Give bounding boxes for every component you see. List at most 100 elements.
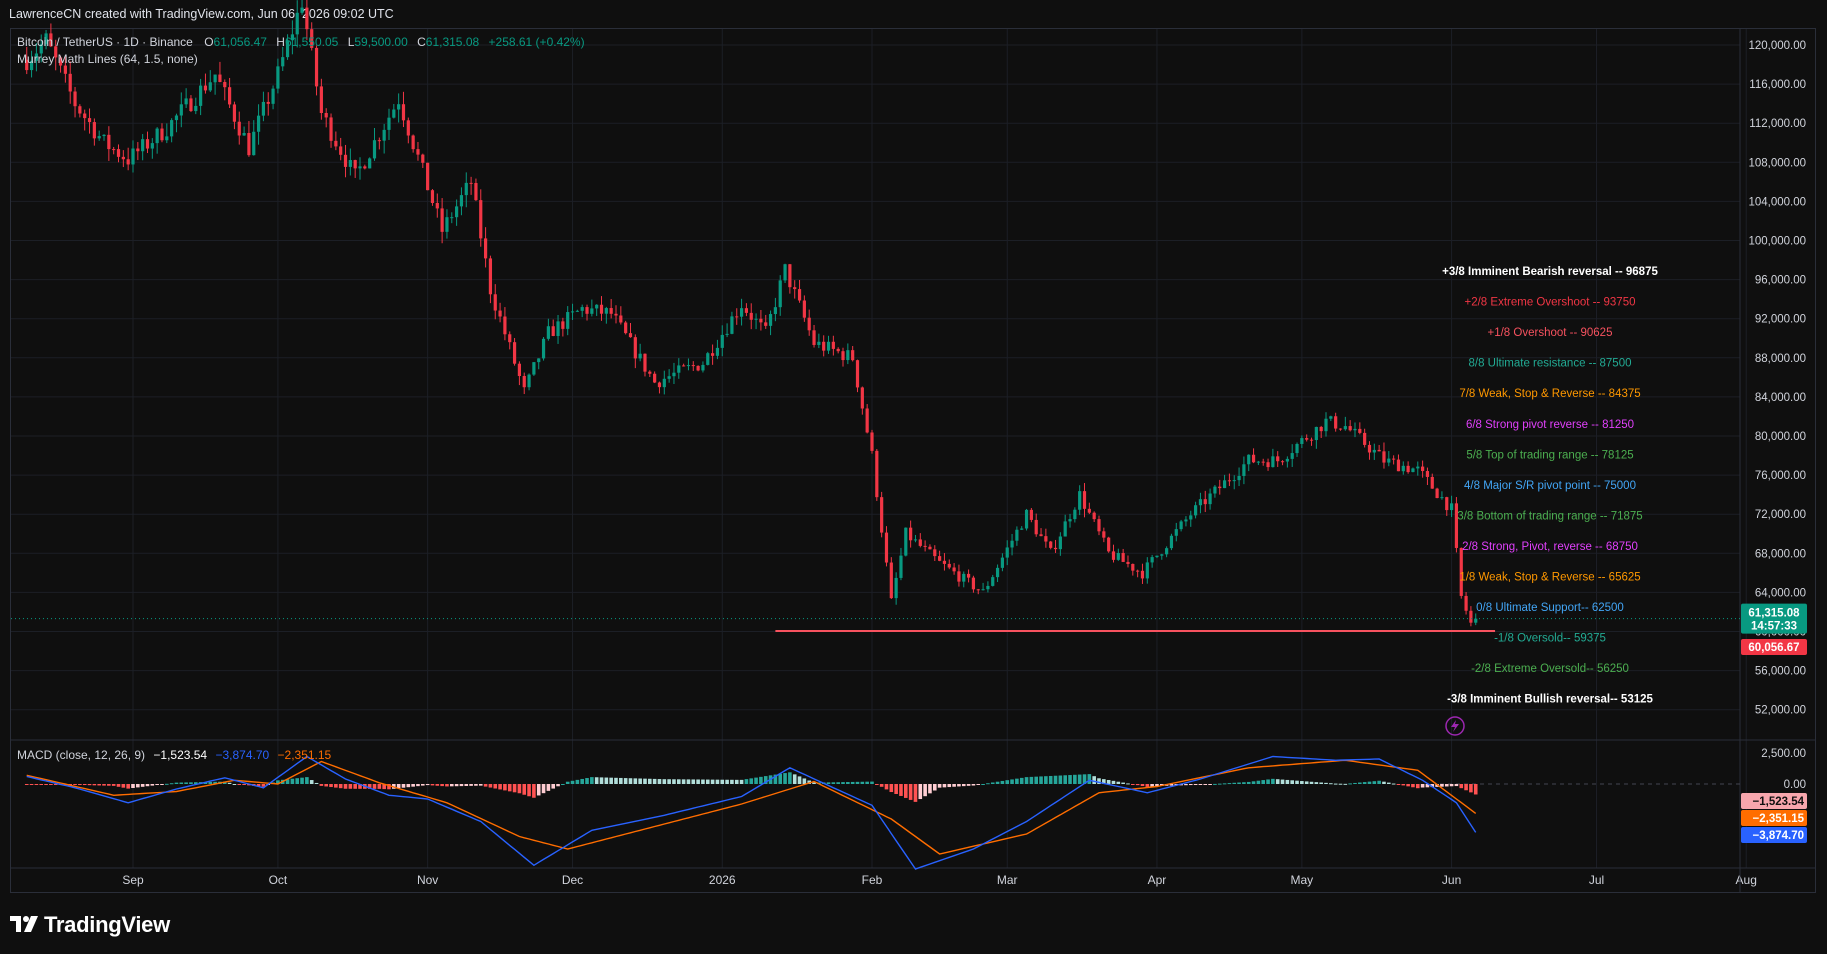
candle-body bbox=[208, 82, 212, 91]
candle-body bbox=[1165, 548, 1169, 555]
candle-body bbox=[1150, 557, 1154, 563]
candle-body bbox=[261, 101, 266, 116]
candle-body bbox=[759, 318, 763, 323]
candle-body bbox=[532, 362, 536, 375]
macd-hist-bar bbox=[329, 784, 333, 788]
macd-hist-bar bbox=[367, 784, 372, 789]
candle-body bbox=[363, 166, 367, 169]
candle-body bbox=[1464, 595, 1468, 611]
macd-value-badge-text: −3,874.70 bbox=[1753, 830, 1804, 842]
macd-hist-bar bbox=[1073, 774, 1077, 784]
candle-body bbox=[1435, 488, 1439, 499]
candle-body bbox=[546, 326, 550, 339]
macd-legend[interactable]: MACD (close, 12, 26, 9) −1,523.54 −3,874… bbox=[17, 748, 331, 762]
lightning-icon bbox=[1445, 716, 1465, 736]
macd-hist-bar bbox=[1106, 779, 1111, 784]
macd-hist-bar bbox=[1198, 784, 1203, 785]
symbol-title[interactable]: Bitcoin / TetherUS · 1D · Binance bbox=[17, 35, 193, 49]
macd-hist-bar bbox=[1444, 784, 1449, 787]
macd-hist-bar bbox=[449, 784, 454, 787]
candle-body bbox=[590, 308, 594, 314]
macd-hist-bar bbox=[952, 784, 956, 787]
macd-hist-bar bbox=[846, 782, 850, 784]
macd-hist-bar bbox=[995, 781, 1000, 784]
macd-hist-bar bbox=[1203, 784, 1208, 785]
candle-body bbox=[281, 57, 285, 67]
candle-body bbox=[952, 567, 956, 572]
candle-body bbox=[1015, 529, 1019, 541]
macd-hist-bar bbox=[807, 780, 811, 784]
candle-body bbox=[841, 351, 845, 361]
macd-y-tick-label: 2,500.00 bbox=[1761, 748, 1806, 760]
open-value: 61,056.47 bbox=[213, 35, 267, 49]
candle-body bbox=[1213, 486, 1217, 494]
candle-body bbox=[1396, 459, 1401, 472]
candle-body bbox=[725, 333, 729, 335]
macd-hist-bar bbox=[904, 784, 908, 798]
macd-hist-bar bbox=[875, 784, 879, 785]
candle-body bbox=[1024, 509, 1029, 529]
macd-hist-bar bbox=[1411, 784, 1415, 788]
candle-body bbox=[1290, 453, 1294, 459]
x-tick-label: Jun bbox=[1442, 873, 1461, 887]
x-tick-label: Sep bbox=[122, 873, 144, 887]
candle-body bbox=[266, 101, 270, 104]
candle-body bbox=[319, 86, 323, 113]
macd-hist-bar bbox=[1193, 784, 1198, 785]
candle-body bbox=[165, 136, 169, 141]
macd-hist-bar bbox=[169, 783, 174, 785]
macd-hist-bar bbox=[343, 784, 348, 789]
macd-hist-bar bbox=[1358, 782, 1362, 784]
x-tick-label: Nov bbox=[417, 873, 438, 887]
macd-value-badge bbox=[1741, 827, 1807, 843]
candle-body bbox=[561, 321, 565, 329]
macd-hist-bar bbox=[894, 784, 898, 794]
macd-hist-bar bbox=[701, 779, 705, 784]
x-tick-label: Aug bbox=[1736, 873, 1757, 887]
candle-body bbox=[1353, 428, 1357, 431]
macd-hist-bar bbox=[541, 784, 546, 794]
macd-hist-bar bbox=[614, 777, 618, 784]
macd-hist-bar bbox=[1343, 783, 1348, 785]
macd-hist-bar bbox=[1324, 782, 1328, 784]
candle-body bbox=[1411, 468, 1415, 473]
candle-body bbox=[570, 311, 575, 313]
close-label: C bbox=[417, 35, 426, 49]
macd-hist-bar bbox=[783, 773, 787, 784]
macd-hist-bar bbox=[49, 784, 53, 785]
candle-body bbox=[889, 562, 893, 599]
countdown-badge-text: 14:57:33 bbox=[1751, 621, 1797, 633]
murrey-level-label: +2/8 Extreme Overshoot -- 93750 bbox=[1465, 297, 1636, 309]
macd-hist-bar bbox=[1391, 783, 1396, 785]
candle-body bbox=[1382, 451, 1386, 463]
murrey-level-label: 0/8 Ultimate Support-- 62500 bbox=[1476, 602, 1624, 614]
candle-body bbox=[633, 337, 637, 359]
candle-body bbox=[735, 316, 739, 318]
candle-body bbox=[1155, 555, 1159, 558]
macd-hist-bar bbox=[899, 784, 903, 796]
indicator-legend[interactable]: Murrey Math Lines (64, 1.5, none) bbox=[17, 52, 198, 66]
macd-hist-bar bbox=[676, 779, 681, 784]
macd-hist-bar bbox=[435, 784, 440, 786]
candle-body bbox=[237, 121, 241, 136]
candle-body bbox=[343, 154, 348, 167]
macd-hist-bar bbox=[667, 779, 671, 784]
candle-body bbox=[1208, 493, 1212, 505]
macd-hist-bar bbox=[358, 784, 362, 789]
macd-hist-bar bbox=[401, 784, 406, 788]
candle-body bbox=[512, 342, 517, 364]
macd-hist-bar bbox=[1372, 781, 1377, 784]
macd-hist-bar bbox=[850, 781, 855, 784]
x-tick-label: Oct bbox=[269, 873, 288, 887]
y-tick-label: 112,000.00 bbox=[1749, 118, 1806, 130]
macd-hist-bar bbox=[841, 782, 845, 784]
macd-hist-bar bbox=[1300, 781, 1304, 784]
candle-body bbox=[1314, 426, 1318, 441]
candle-body bbox=[58, 57, 63, 66]
candle-body bbox=[517, 363, 521, 377]
macd-hist-bar bbox=[1188, 784, 1193, 786]
macd-hist-bar bbox=[928, 784, 932, 794]
macd-hist-bar bbox=[1024, 777, 1029, 784]
candle-body bbox=[797, 289, 802, 301]
